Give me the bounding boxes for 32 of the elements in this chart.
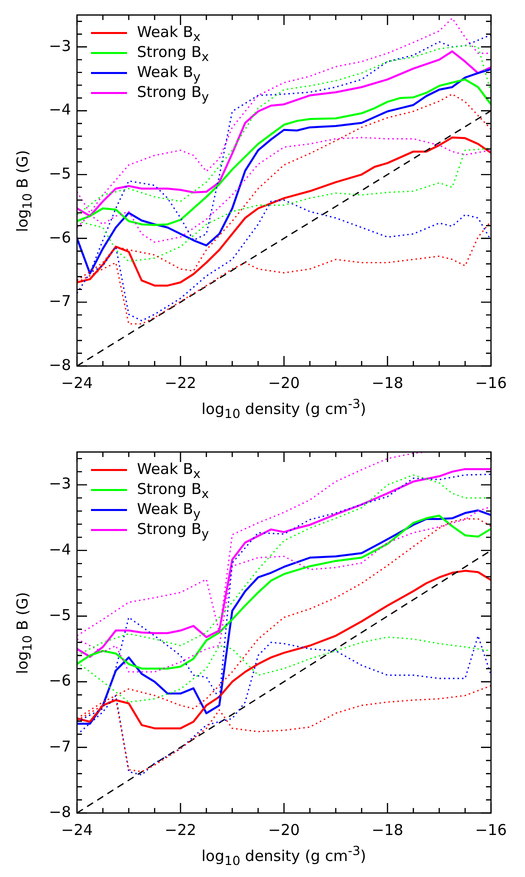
y-tick-label: −7: [48, 292, 71, 310]
legend-label: Weak B$_{x}$: [137, 22, 201, 44]
y-tick-label: −8: [48, 356, 71, 374]
legend-label: Weak B$_{y}$: [137, 500, 201, 520]
legend-label: Strong B$_{y}$: [137, 520, 209, 540]
legend-label: Strong B$_{y}$: [137, 82, 209, 104]
x-axis-title: log$_{10}$ density (g cm$^{-3}$): [202, 843, 366, 868]
x-tick-label: −20: [268, 820, 300, 839]
y-tick-label: −7: [48, 737, 71, 756]
y-tick-label: −6: [48, 672, 71, 690]
x-tick-label: −24: [61, 820, 93, 839]
y-tick-label: −3: [48, 474, 71, 493]
y-tick-label: −6: [48, 228, 71, 246]
y-tick-label: −4: [48, 540, 71, 558]
x-tick-label: −18: [372, 820, 404, 839]
x-tick-label: −24: [61, 374, 93, 392]
y-tick-label: −5: [48, 164, 71, 182]
x-tick-label: −22: [164, 374, 196, 392]
y-tick-label: −4: [48, 100, 71, 119]
y-tick-label: −8: [48, 802, 71, 821]
x-tick-label: −22: [164, 820, 196, 839]
y-tick-label: −5: [48, 606, 71, 624]
legend-label: Strong B$_{x}$: [137, 480, 209, 500]
legend-label: Strong B$_{x}$: [137, 42, 209, 64]
x-axis-title: log$_{10}$ density (g cm$^{-3}$): [202, 396, 366, 421]
x-tick-label: −20: [268, 374, 300, 392]
legend-label: Weak B$_{x}$: [137, 460, 201, 480]
legend-label: Weak B$_{y}$: [137, 62, 201, 84]
x-tick-label: −18: [372, 374, 404, 392]
x-tick-label: −16: [475, 820, 507, 839]
y-tick-label: −3: [48, 36, 71, 55]
x-tick-label: −16: [475, 374, 507, 392]
